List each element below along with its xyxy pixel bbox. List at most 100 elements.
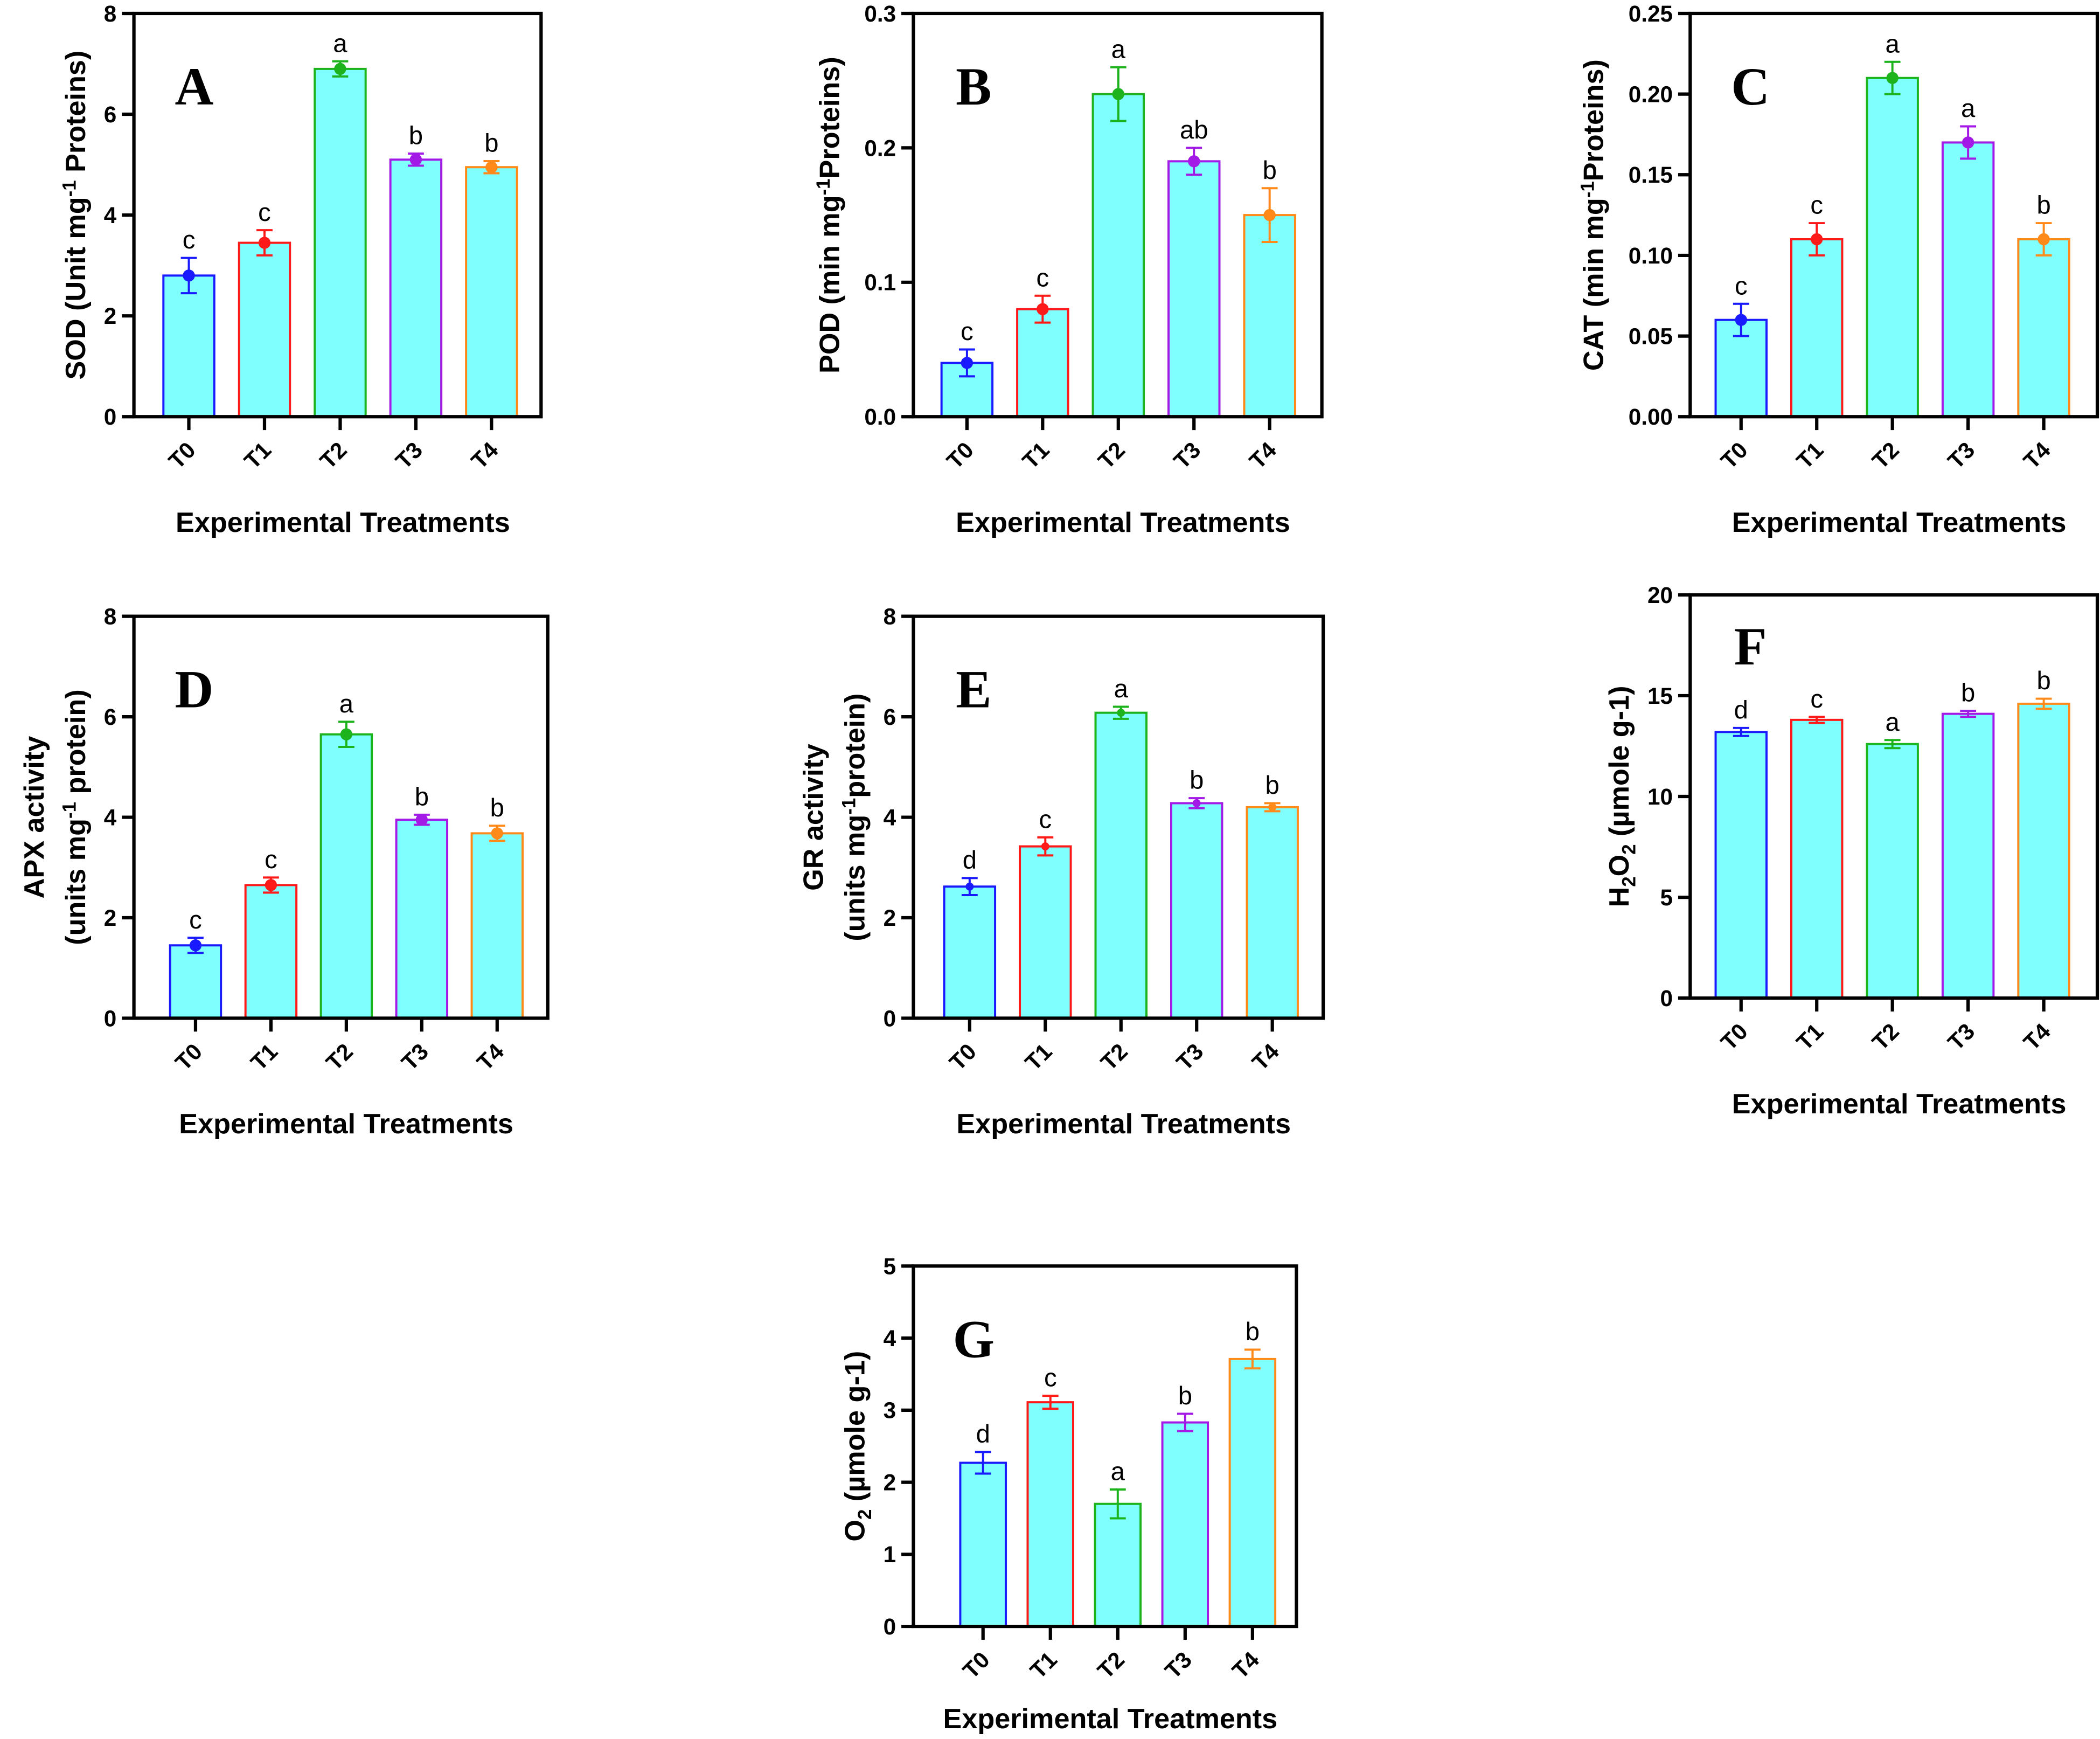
y-tick-label: 4 xyxy=(884,1326,896,1351)
y-tick-label: 0.0 xyxy=(864,404,896,429)
error-bar xyxy=(975,1451,991,1475)
significance-letter: c xyxy=(961,317,973,346)
y-axis-title-part: (units mg xyxy=(840,815,871,941)
data-point xyxy=(1188,155,1200,168)
x-tick-label: T3 xyxy=(1171,1038,1208,1075)
data-point xyxy=(485,161,498,174)
panel-label: G xyxy=(953,1309,995,1369)
y-tick-label: 4 xyxy=(884,805,896,830)
y-axis-title-part: protein) xyxy=(840,694,871,798)
data-point xyxy=(189,939,202,952)
y-tick-label: 0 xyxy=(1660,986,1673,1011)
bar-t2 xyxy=(1094,711,1148,1020)
panel-a: c T0 c T1 a T2 b T3 b T4 0 2 4 6 8 SOD (Unit mg-1​ Prot… xyxy=(59,1,543,538)
x-tick-label: T3 xyxy=(397,1038,433,1075)
y-tick-label: 8 xyxy=(884,604,896,629)
y-axis-title-part: APX activity xyxy=(19,736,50,899)
significance-letter: c xyxy=(1735,272,1748,300)
y-tick-label: 0.00 xyxy=(1629,404,1673,429)
bar-t1 xyxy=(1026,1401,1074,1628)
x-tick-label: T0 xyxy=(944,1038,981,1075)
y-tick-label: 0.05 xyxy=(1629,324,1673,349)
data-point xyxy=(2038,233,2050,246)
significance-letter: c xyxy=(265,846,277,874)
significance-letter: ab xyxy=(1180,116,1208,144)
significance-letter: a xyxy=(333,29,347,58)
x-tick-label: T1 xyxy=(1791,1019,1828,1055)
data-point xyxy=(340,728,353,740)
y-axis-title: O2​ (µmole g-1) xyxy=(840,1351,875,1542)
y-axis-title-part: -1 xyxy=(838,798,859,815)
significance-letter: c xyxy=(183,226,196,254)
y-axis-title: SOD (Unit mg-1​ Proteins) xyxy=(59,51,91,380)
significance-letter: d xyxy=(1734,696,1748,724)
y-tick-label: 2 xyxy=(104,905,117,931)
y-tick-label: 5 xyxy=(884,1253,896,1279)
y-axis-title: (units mg-1​ protein) xyxy=(59,689,91,945)
significance-letter: a xyxy=(1886,30,1900,58)
x-tick-label: T3 xyxy=(1943,437,1979,474)
panel-c: c T0 c T1 a T2 a T3 b T4 0.00 0.05 0.10 0.15 0.20 0.25 C… xyxy=(1577,1,2099,538)
y-tick-label: 0.25 xyxy=(1629,1,1673,26)
x-tick-label: T1 xyxy=(1020,1038,1056,1075)
data-point xyxy=(409,154,422,166)
x-tick-label: T3 xyxy=(1943,1019,1979,1055)
data-point xyxy=(965,882,974,891)
data-point xyxy=(415,814,428,826)
significance-letter: d xyxy=(963,846,977,875)
y-axis-title-part: 2 xyxy=(854,1509,875,1520)
significance-letter: c xyxy=(1810,685,1823,713)
significance-letter: b xyxy=(490,794,504,822)
panel-d: c T0 c T1 a T2 b T3 b T4 0 2 4 6 8 APX activity (units m… xyxy=(19,604,550,1140)
y-axis-title-part: POD (min mg xyxy=(814,195,845,373)
y-tick-label: 6 xyxy=(884,704,896,730)
data-point xyxy=(1117,709,1125,717)
bar-t2 xyxy=(319,733,373,1020)
y-axis-title-part: protein) xyxy=(60,689,92,802)
bar-t4 xyxy=(2017,238,2070,418)
data-point xyxy=(1263,209,1276,221)
data-point xyxy=(961,357,973,369)
panel-label: C xyxy=(1731,57,1770,116)
y-axis-title-part: -1 xyxy=(813,178,834,195)
x-tick-label: T4 xyxy=(1244,437,1281,474)
y-tick-label: 20 xyxy=(1647,583,1673,608)
significance-letter: b xyxy=(1178,1382,1192,1410)
panel-b: c T0 c T1 a T2 ab T3 b T4 0.0 0.1 0.2 0.3 POD (min mg-… xyxy=(813,1,1324,538)
y-axis-title-part: -1 xyxy=(1577,181,1598,198)
y-axis-title-part: 2 xyxy=(1618,844,1639,854)
x-tick-label: T4 xyxy=(1227,1646,1264,1683)
x-tick-label: T4 xyxy=(2019,437,2055,474)
plot-frame xyxy=(912,1264,1298,1629)
bar-t2 xyxy=(1866,77,1919,418)
data-point xyxy=(1192,799,1201,807)
y-tick-label: 8 xyxy=(104,604,117,629)
panel-label: E xyxy=(956,660,991,719)
bar-t3 xyxy=(389,158,443,418)
x-tick-label: T0 xyxy=(164,437,200,474)
x-tick-label: T4 xyxy=(467,437,503,474)
x-tick-label: T0 xyxy=(1716,437,1753,474)
x-tick-label: T2 xyxy=(1093,1647,1129,1683)
bar-t2 xyxy=(314,67,367,418)
y-tick-label: 1 xyxy=(884,1542,896,1567)
y-axis-title-part: -1 xyxy=(59,180,80,197)
y-axis-title: GR activity xyxy=(798,744,830,891)
y-axis-title: APX activity xyxy=(19,736,50,899)
y-axis-title: (units mg-1​protein) xyxy=(838,694,871,941)
x-tick-label: T1 xyxy=(246,1038,282,1075)
data-point xyxy=(1811,233,1823,246)
error-bar xyxy=(1733,726,1749,737)
x-tick-label: T2 xyxy=(315,437,352,474)
significance-letter: b xyxy=(1265,771,1280,800)
bar-t3 xyxy=(1161,1421,1209,1628)
data-point xyxy=(183,269,195,282)
panel-f: d T0 c T1 a T2 b T3 b T4 0 5 10 15 20 H2​O2​ (µmole g-1… xyxy=(1604,583,2099,1120)
significance-letter: c xyxy=(1810,191,1823,220)
plot-frame xyxy=(912,11,1324,419)
bar-t1 xyxy=(1790,718,1844,1000)
significance-letter: a xyxy=(1111,1458,1125,1486)
significance-letter: a xyxy=(1961,94,1976,123)
x-tick-label: T4 xyxy=(2019,1019,2055,1055)
